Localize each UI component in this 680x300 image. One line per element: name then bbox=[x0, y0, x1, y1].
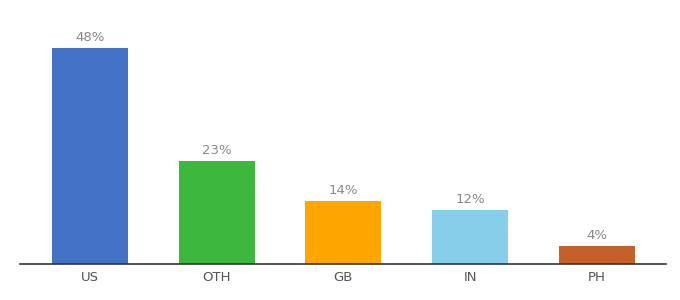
Text: 4%: 4% bbox=[586, 230, 607, 242]
Text: 14%: 14% bbox=[328, 184, 358, 197]
Text: 48%: 48% bbox=[75, 32, 105, 44]
Bar bbox=[179, 160, 255, 264]
Bar bbox=[432, 210, 508, 264]
Bar bbox=[559, 246, 634, 264]
Text: 12%: 12% bbox=[455, 194, 485, 206]
Bar bbox=[52, 48, 128, 264]
Text: 23%: 23% bbox=[202, 144, 232, 157]
Bar bbox=[305, 201, 381, 264]
